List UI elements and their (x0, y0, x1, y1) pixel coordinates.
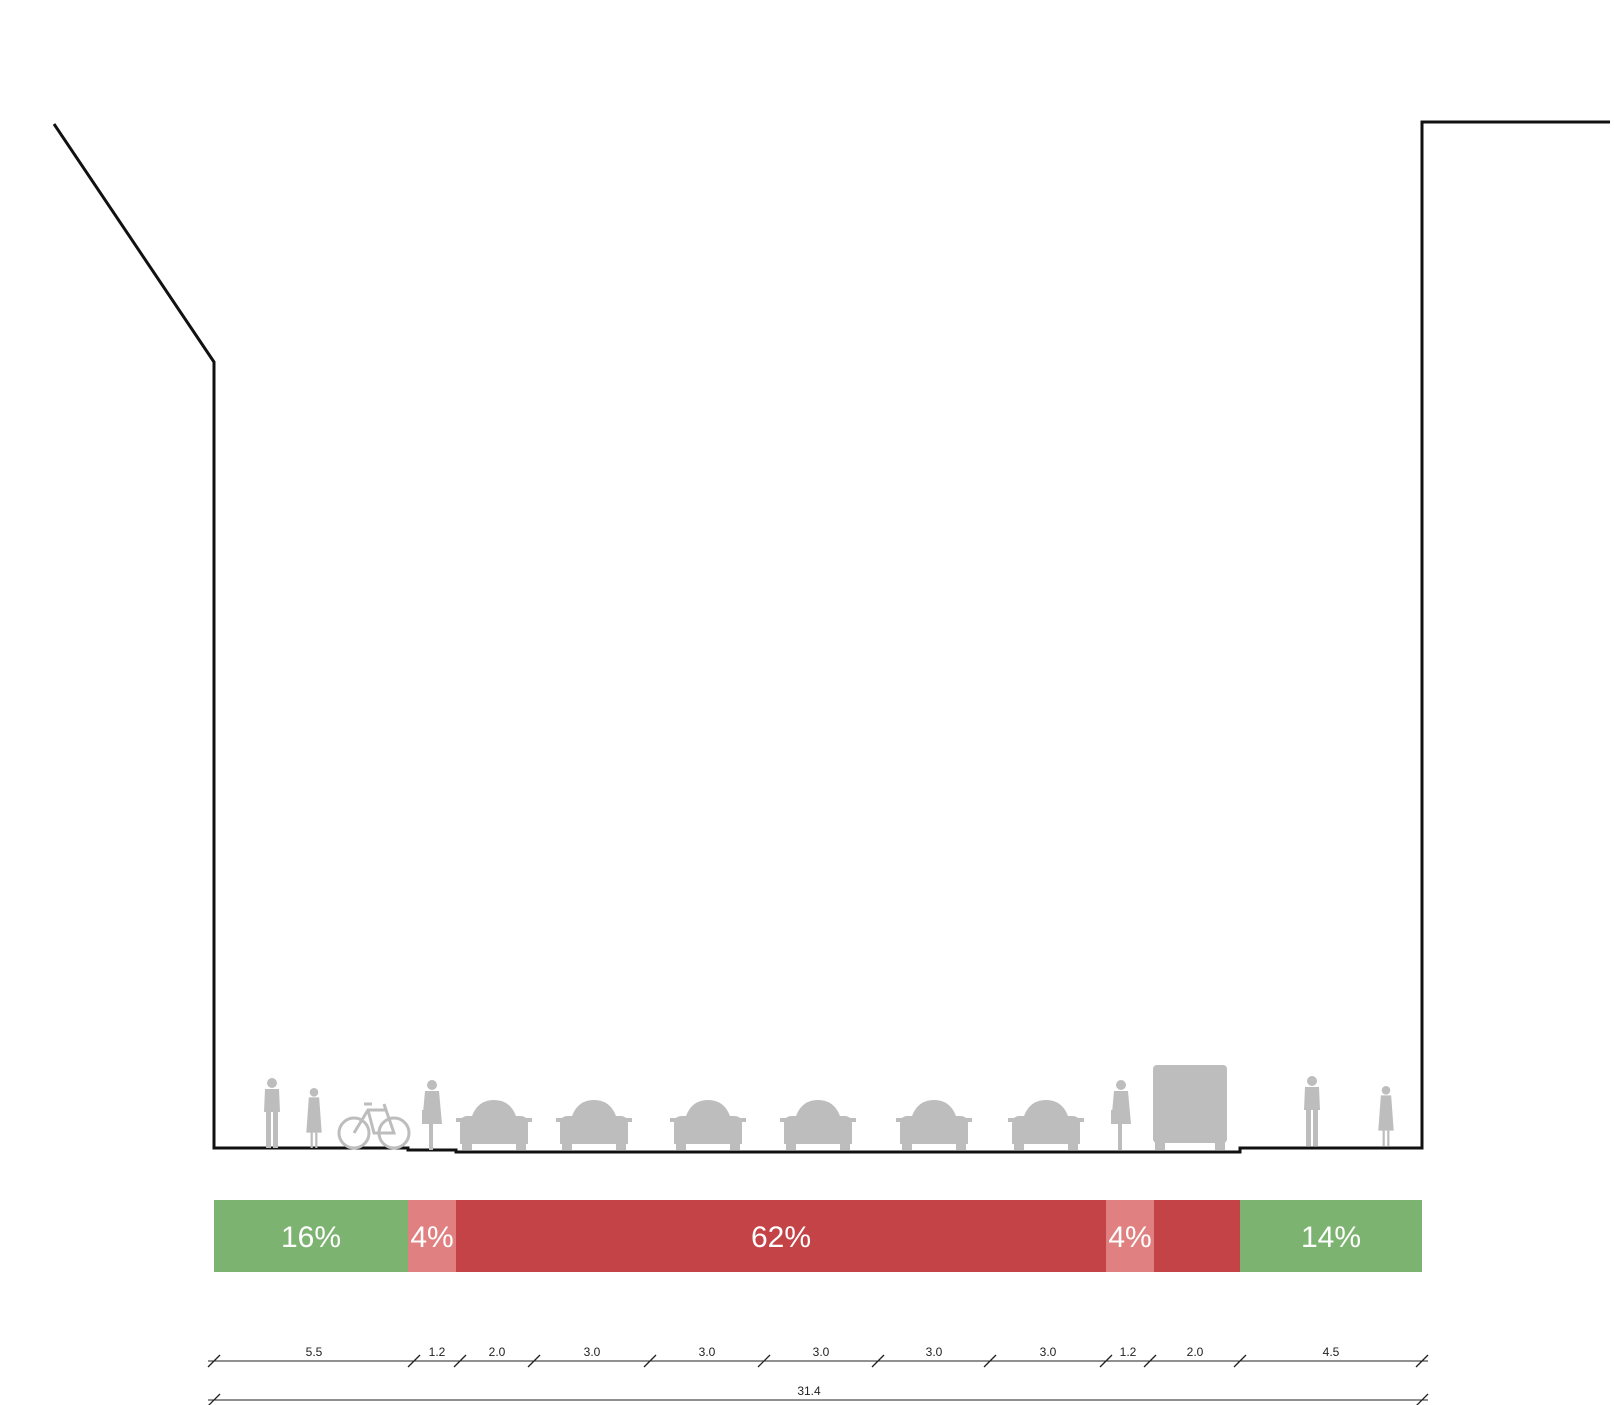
dimension-tick (407, 1354, 421, 1368)
car-icon (1008, 1100, 1084, 1150)
bar-segment-label: 62% (751, 1221, 811, 1254)
bar-segment-label: 4% (410, 1221, 453, 1254)
pedestrian-icon (306, 1088, 322, 1148)
total-dimension-label: 31.4 (797, 1384, 821, 1398)
dimension-label: 2.0 (1187, 1345, 1204, 1359)
dimension-tick (207, 1354, 221, 1368)
dimension-tick (757, 1354, 771, 1368)
pedestrian-icon (1304, 1076, 1320, 1146)
dimension-label: 5.5 (306, 1345, 323, 1359)
cyclist-icon (422, 1080, 442, 1150)
dimension-label: 2.0 (489, 1345, 506, 1359)
left-facade-line (52, 120, 1610, 1154)
bar-segment-bike (1106, 1200, 1154, 1272)
dimension-label: 3.0 (1040, 1345, 1057, 1359)
dimension-label: 4.5 (1323, 1345, 1340, 1359)
truck-icon (1153, 1065, 1227, 1150)
pedestrian-icon (264, 1078, 280, 1148)
bar-segment-car (456, 1200, 1106, 1272)
total-dimension-line: 31.4 (208, 1384, 1429, 1405)
dimension-tick (643, 1354, 657, 1368)
car-icon (896, 1100, 972, 1150)
car-icon (780, 1100, 856, 1150)
dimension-tick (453, 1354, 467, 1368)
bar-segment-label: 16% (281, 1221, 341, 1254)
car-icon (670, 1100, 746, 1150)
car-icon (456, 1100, 532, 1150)
dimension-line: 5.5 1.2 2.0 3.0 3.0 3.0 3.0 3.0 1.2 2.0 4.5 (207, 1345, 1429, 1368)
dimension-tick (983, 1354, 997, 1368)
pedestrian-icon (1378, 1086, 1394, 1146)
car-icon (556, 1100, 632, 1150)
dimension-label: 3.0 (699, 1345, 716, 1359)
dimension-label: 1.2 (429, 1345, 446, 1359)
bar-segment-ped (214, 1200, 408, 1272)
bar-segment-bike (408, 1200, 456, 1272)
dimension-tick (1416, 1393, 1429, 1405)
bar-segment-car (1154, 1200, 1240, 1272)
dimension-tick (208, 1393, 221, 1405)
dimension-label: 1.2 (1120, 1345, 1137, 1359)
dimension-tick (1099, 1354, 1113, 1368)
bar-segment-ped (1240, 1200, 1422, 1272)
dimension-tick (527, 1354, 541, 1368)
dimension-label: 3.0 (926, 1345, 943, 1359)
building-outline (52, 120, 1610, 1154)
dimension-tick (1233, 1354, 1247, 1368)
dimension-label: 3.0 (584, 1345, 601, 1359)
dimension-tick (1143, 1354, 1157, 1368)
dimension-tick (1415, 1354, 1429, 1368)
dimension-label: 3.0 (813, 1345, 830, 1359)
space-allocation-bar: 16% 4% 62% 4% 14% (214, 1200, 1422, 1272)
dimension-tick (871, 1354, 885, 1368)
bar-segment-label: 4% (1108, 1221, 1151, 1254)
street-figures (264, 1065, 1394, 1150)
bar-segment-label: 14% (1301, 1221, 1361, 1254)
cyclist-icon (1111, 1080, 1131, 1150)
bicycle-icon (337, 1102, 411, 1150)
